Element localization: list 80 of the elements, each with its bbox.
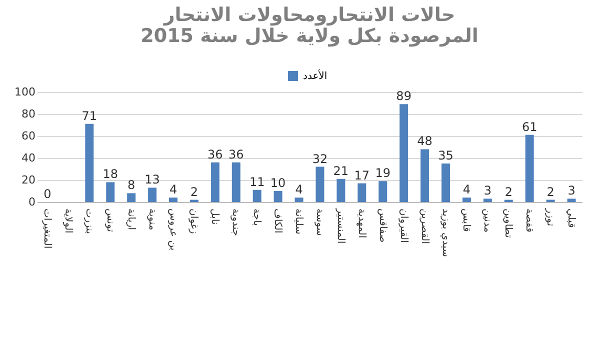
- data-label: 2: [546, 184, 554, 199]
- data-label: 18: [102, 167, 118, 182]
- x-tick-label: تونس: [104, 208, 116, 232]
- data-label: 61: [522, 120, 538, 134]
- x-tick-label: الكاف: [272, 208, 284, 234]
- data-label: 0: [44, 187, 52, 201]
- bar: [420, 149, 430, 202]
- bar: [252, 190, 262, 202]
- x-tick-label: توزر: [544, 208, 556, 226]
- x-tick-label: صفاقس: [376, 208, 388, 243]
- legend-label: الأعدد: [303, 69, 328, 82]
- bar: [274, 191, 282, 202]
- chart-title: حالات الانتحارومحاولات الانتحار المرصودة بكل ولاية خلال سنة 2015: [140, 4, 478, 47]
- data-label: 89: [396, 89, 412, 104]
- x-tick-label: منوبة: [146, 208, 158, 230]
- data-label: 10: [270, 176, 286, 190]
- bar: [169, 198, 178, 202]
- bar: [232, 162, 240, 202]
- x-tick-label: القيروان: [398, 208, 409, 243]
- y-tick-label: 100: [14, 86, 36, 98]
- bar: [336, 178, 346, 202]
- x-tick-label: المتغيرات: [41, 208, 52, 249]
- data-label: 21: [333, 164, 349, 178]
- data-label: 17: [354, 168, 370, 182]
- data-label: 36: [228, 147, 244, 162]
- bar: [294, 198, 304, 202]
- data-label: 13: [144, 172, 160, 187]
- data-label: 3: [568, 184, 576, 198]
- data-label: 4: [462, 182, 471, 197]
- bar: [127, 193, 136, 202]
- y-tick-label: 80: [22, 108, 36, 120]
- data-label: 4: [169, 182, 178, 197]
- x-tick-label: المهدية: [356, 208, 367, 238]
- data-label: 36: [208, 147, 223, 162]
- data-label: 4: [295, 182, 303, 197]
- bar: [462, 198, 471, 202]
- y-tick-label: 60: [22, 130, 36, 142]
- y-tick-label: 40: [22, 152, 36, 164]
- data-label: 71: [82, 108, 98, 123]
- data-label: 11: [249, 174, 265, 189]
- x-tick-label: الولاية: [62, 208, 74, 234]
- x-tick-label: نابل: [209, 208, 220, 225]
- data-label: 8: [128, 178, 136, 192]
- x-tick-label: القصرين: [418, 208, 430, 244]
- bar: [483, 198, 492, 202]
- x-tick-label: اريانة: [125, 208, 136, 230]
- x-tick-label: باجة: [251, 208, 262, 226]
- data-label: 3: [484, 184, 492, 198]
- x-tick-label: تطاوين: [502, 208, 514, 238]
- x-tick-label: سيدي بوزيد: [440, 208, 451, 257]
- x-tick-label: زغوان: [188, 208, 200, 234]
- bar: [358, 183, 366, 202]
- x-tick-label: جندوبة: [230, 208, 242, 236]
- data-label: 35: [438, 148, 454, 162]
- data-label: 2: [190, 184, 198, 199]
- bar: [148, 188, 157, 202]
- bar: [106, 182, 115, 202]
- x-tick-label: قفصة: [524, 208, 535, 233]
- data-label: 2: [504, 184, 512, 199]
- x-tick-label: المنستير: [334, 208, 346, 244]
- bar: [210, 162, 220, 202]
- x-tick-label: قابس: [460, 208, 472, 232]
- x-tick-label: بن عروس: [167, 208, 178, 251]
- data-label: 32: [312, 152, 328, 166]
- x-tick-label: قبلي: [566, 208, 577, 228]
- x-tick-label: سوسة: [314, 208, 325, 236]
- data-label: 19: [375, 166, 391, 180]
- x-tick-label: بنزرت: [83, 208, 94, 234]
- x-tick-label: سليانة: [293, 208, 304, 234]
- bar: [567, 198, 576, 202]
- y-tick-label: 20: [22, 174, 36, 186]
- bar: [400, 104, 408, 202]
- bar: [85, 124, 94, 202]
- bar: [525, 134, 534, 202]
- data-label: 48: [417, 134, 432, 148]
- bar: [316, 166, 324, 202]
- bar: [442, 164, 450, 202]
- bar: [378, 181, 388, 202]
- y-tick-label: 0: [28, 196, 36, 208]
- x-tick-label: مدنين: [482, 208, 493, 233]
